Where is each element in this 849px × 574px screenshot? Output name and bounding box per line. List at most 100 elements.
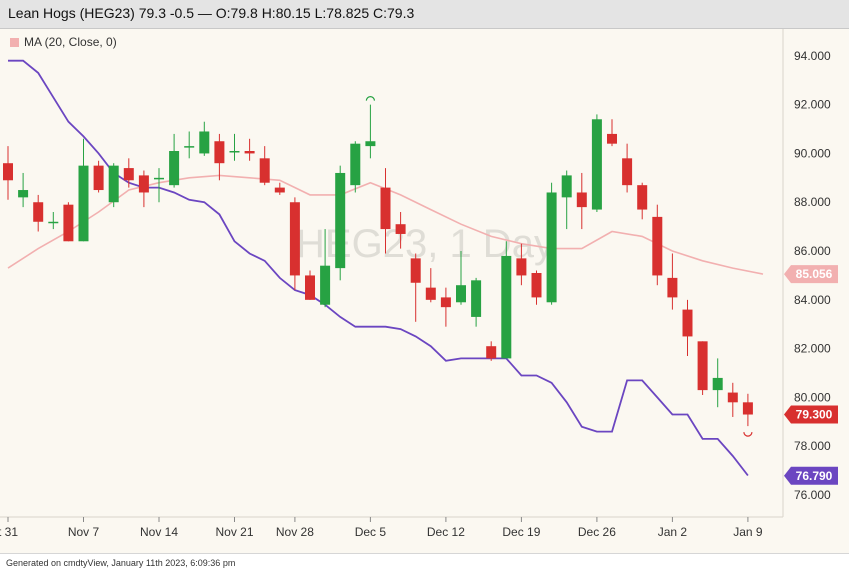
candle-up <box>199 121 210 156</box>
candle-body <box>591 119 602 210</box>
x-tick-label: Dec 5 <box>355 525 387 539</box>
price-label-tag <box>784 405 838 424</box>
y-tick-label: 88.000 <box>794 195 831 209</box>
candle-body <box>395 224 406 234</box>
y-tick-label: 78.000 <box>794 439 831 453</box>
candle-down <box>531 270 542 305</box>
candle-body <box>123 168 134 181</box>
candle-body <box>335 172 346 269</box>
candle-body <box>486 346 497 359</box>
candle-up <box>501 241 512 359</box>
candle-body <box>727 392 738 403</box>
candle-down <box>244 138 255 161</box>
y-tick-label: 92.000 <box>794 98 831 112</box>
candle-body <box>546 192 557 303</box>
pivot-low-marker <box>743 432 753 437</box>
candlestick-chart[interactable]: HEG23, 1 Day 94.000 92.000 90.000 88.000 86.… <box>0 29 849 553</box>
candle-down <box>622 143 633 193</box>
y-tick-label: 80.000 <box>794 390 831 404</box>
candle-down <box>63 202 74 242</box>
candle-down <box>637 182 648 220</box>
candle-up <box>18 172 29 208</box>
candle-body <box>697 341 708 391</box>
x-tick-label: Nov 21 <box>215 525 253 539</box>
price-label-tag <box>784 265 838 284</box>
candle-up <box>154 168 164 203</box>
candle-body <box>93 165 104 191</box>
candle-up <box>320 229 331 308</box>
candle-down <box>516 243 527 286</box>
candle-body <box>561 175 572 198</box>
candle-body <box>305 275 315 300</box>
candles <box>3 104 753 427</box>
candle-down <box>214 133 225 181</box>
x-tick-label: Jan 2 <box>658 525 688 539</box>
candle-body <box>712 377 723 391</box>
candle-body <box>410 258 421 283</box>
price-label-tag <box>784 466 838 485</box>
candle-down <box>380 168 391 254</box>
price-label-text: 85.056 <box>796 267 833 281</box>
candle-body <box>682 309 693 337</box>
x-tick-label: Dec 12 <box>427 525 465 539</box>
price-label: 85.056 <box>784 265 838 284</box>
candle-down <box>486 341 497 361</box>
chart-watermark: HEG23, 1 Day <box>296 222 554 266</box>
candle-body <box>138 175 149 193</box>
price-labels: 85.056 79.300 76.790 <box>784 265 838 485</box>
purple-line <box>8 59 749 477</box>
candle-down <box>289 197 300 291</box>
price-label-text: 79.300 <box>796 408 833 422</box>
x-tick-label: t 31 <box>0 525 18 539</box>
price-axis: 94.000 92.000 90.000 88.000 86.000 84.000 82.0… <box>794 49 831 502</box>
candle-up <box>78 138 89 242</box>
candle-body <box>48 221 59 224</box>
candle-body <box>742 402 753 415</box>
candle-down <box>3 146 13 200</box>
candle-body <box>365 141 376 147</box>
candle-body <box>516 258 527 276</box>
footer-note: Generated on cmdtyView, January 11th 202… <box>6 558 236 568</box>
y-tick-label: 94.000 <box>794 49 831 63</box>
candle-down <box>410 253 421 322</box>
candle-up <box>335 165 346 281</box>
candle-body <box>108 165 119 203</box>
candle-down <box>652 204 663 286</box>
x-tick-label: Dec 26 <box>578 525 616 539</box>
candle-body <box>154 177 164 180</box>
candle-body <box>531 273 542 298</box>
y-tick-label: 86.000 <box>794 244 831 258</box>
candle-up <box>108 163 119 208</box>
candle-body <box>3 163 13 181</box>
footer: Generated on cmdtyView, January 11th 202… <box>0 553 849 574</box>
pivot-high-marker <box>365 96 375 101</box>
candle-down <box>138 170 149 208</box>
purple-series <box>8 59 749 477</box>
candle-down <box>667 253 678 310</box>
candle-body <box>18 190 29 198</box>
x-tick-label: Nov 28 <box>276 525 314 539</box>
candle-up <box>350 141 361 193</box>
candle-body <box>320 265 331 305</box>
candle-up <box>561 170 572 230</box>
candle-down <box>33 194 44 232</box>
chart-area[interactable]: HEG23, 1 Day 94.000 92.000 90.000 88.000 86.… <box>0 29 849 553</box>
candle-body <box>259 158 270 183</box>
candle-down <box>440 287 451 327</box>
candle-body <box>667 277 678 298</box>
price-label-text: 76.790 <box>796 469 833 483</box>
candle-body <box>63 204 74 242</box>
y-tick-label: 76.000 <box>794 488 831 502</box>
candle-body <box>274 187 285 193</box>
candle-body <box>33 202 44 222</box>
chart-title: Lean Hogs (HEG23) 79.3 -0.5 — O:79.8 H:8… <box>8 5 415 21</box>
candle-body <box>214 141 225 164</box>
candle-body <box>184 146 195 148</box>
candle-down <box>305 270 315 300</box>
candle-down <box>697 341 708 395</box>
candle-body <box>78 165 89 242</box>
candle-down <box>259 146 270 186</box>
legend[interactable]: MA (20, Close, 0) <box>10 35 117 49</box>
pivot-markers <box>365 96 753 437</box>
candle-body <box>350 143 361 186</box>
